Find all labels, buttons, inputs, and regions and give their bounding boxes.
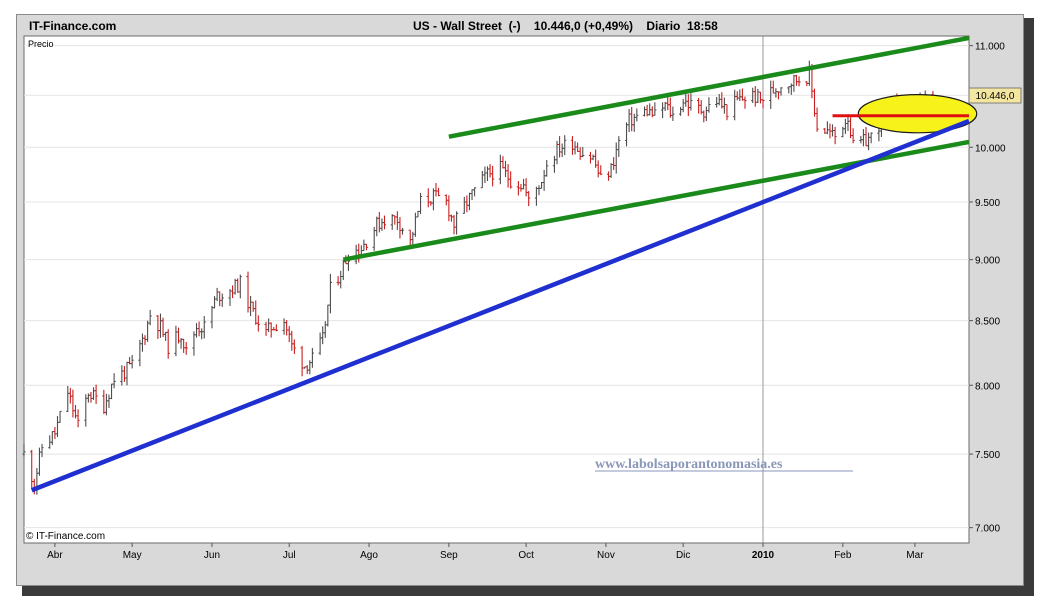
highlight-ellipse — [857, 94, 978, 134]
period-label: Diario — [646, 19, 681, 33]
x-tick-label: Dic — [676, 550, 690, 561]
x-tick-label: Abr — [47, 550, 63, 561]
watermark-text: www.labolsaporantonomasia.es — [595, 457, 783, 472]
last-price-badge: 10.446,0 — [968, 87, 1022, 104]
y-tick-label: 7.500 — [975, 450, 1000, 461]
trendlines — [30, 35, 978, 493]
last-price-text: 10.446,0 — [976, 91, 1015, 102]
x-tick-label: Oct — [518, 550, 534, 561]
x-tick-label: Ago — [360, 550, 378, 561]
y-tick-label: 8.500 — [975, 317, 1000, 328]
channel-upper-line — [448, 35, 970, 139]
last-price-box — [968, 87, 1022, 104]
x-tick-label: Mar — [906, 550, 924, 561]
change-value: (+0,49%) — [583, 19, 634, 33]
x-tick-label: May — [123, 550, 142, 561]
y-tick-label: 8.000 — [975, 381, 1000, 392]
instrument-suffix: (-) — [508, 19, 521, 33]
x-tick-label: Sep — [440, 550, 458, 561]
y-axis-title: Precio — [28, 39, 54, 49]
x-tick-label: Jul — [283, 550, 296, 561]
y-tick-label: 10.000 — [975, 143, 1006, 154]
y-tick-label: 11.000 — [975, 42, 1005, 53]
axes: 7.000 7.500 8.000 8.500 9.000 9.500 10.000 11.0… — [47, 42, 1006, 561]
price-series — [22, 60, 938, 495]
y-tick-label: 9.000 — [975, 256, 1000, 267]
x-tick-label: Nov — [597, 550, 615, 561]
x-tick-label: Jun — [204, 550, 220, 561]
instrument-headline: US - Wall Street (-) 10.446,0 (+0,49%) D… — [413, 19, 718, 33]
price-value: 10.446,0 — [533, 19, 581, 33]
x-tick-label: 2010 — [752, 550, 775, 561]
plot-area — [23, 35, 970, 544]
y-tick-label: 9.500 — [975, 198, 1000, 209]
y-tick-label: 7.000 — [975, 524, 1000, 535]
support-line — [30, 118, 970, 493]
copyright-label: © IT-Finance.com — [26, 531, 105, 542]
time-label: 18:58 — [687, 19, 718, 33]
x-tick-label: Feb — [834, 550, 852, 561]
brand-label: IT-Finance.com — [29, 19, 117, 33]
instrument-name: US - Wall Street — [413, 19, 502, 33]
chart-header: IT-Finance.com US - Wall Street (-) 10.4… — [17, 15, 1023, 37]
